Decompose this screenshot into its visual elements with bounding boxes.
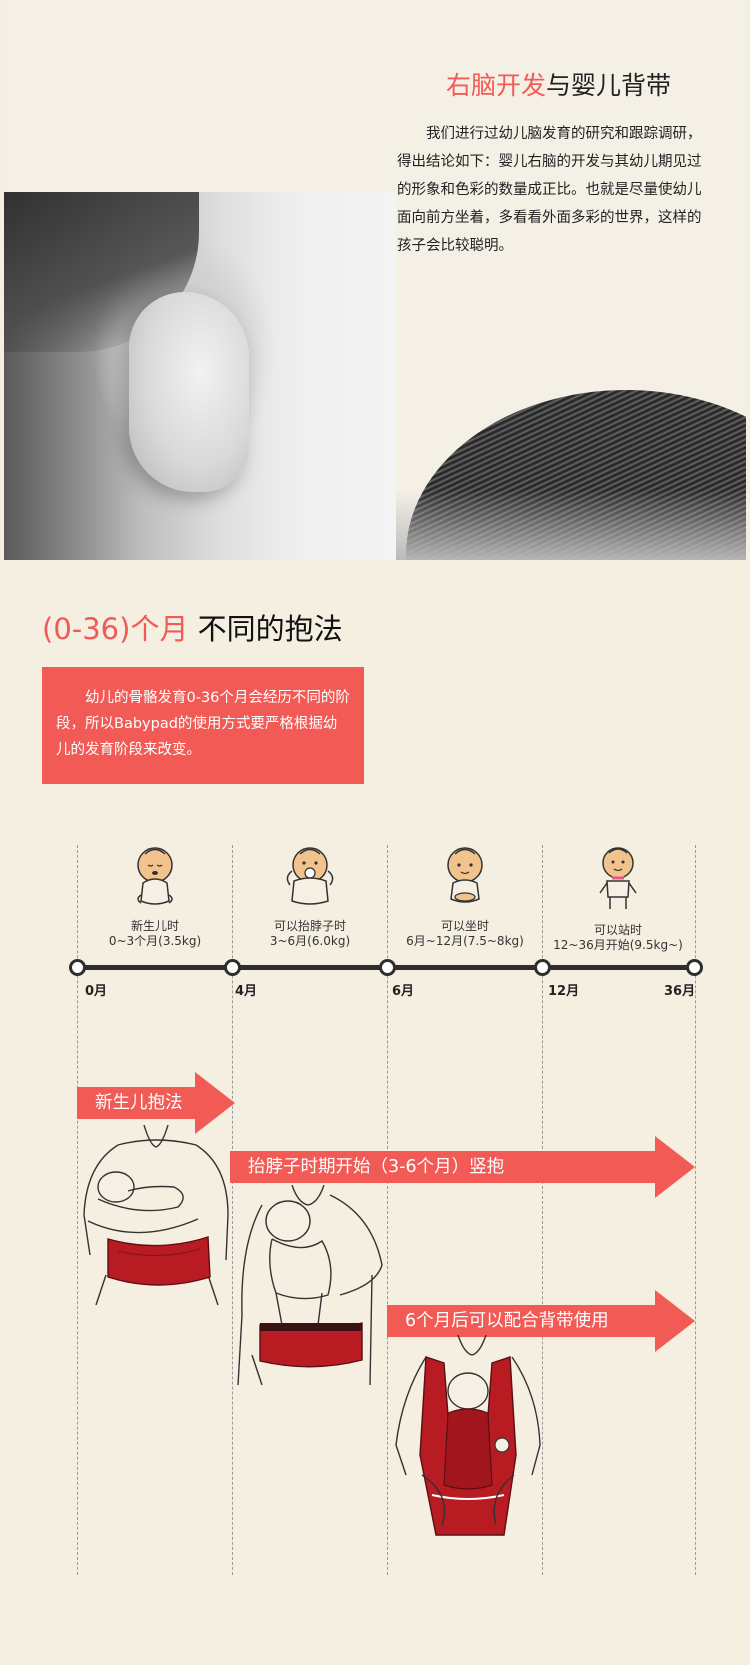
timeline-dot xyxy=(379,959,396,976)
arrow-newborn-hold: 新生儿抱法 xyxy=(77,1072,235,1134)
newborn-baby-icon xyxy=(137,847,173,905)
timeline-label: 4月 xyxy=(235,984,258,999)
timeline-divider xyxy=(77,845,78,1575)
timeline-dot xyxy=(69,959,86,976)
hero-description: 我们进行过幼儿脑发育的研究和跟踪调研，得出结论如下：婴儿右脑的开发与其幼儿期见过… xyxy=(397,126,702,254)
stage-sitting: 可以坐时 6月~12月(7.5~8kg) xyxy=(390,845,540,949)
section-title: (0-36)个月 不同的抱法 xyxy=(42,612,343,646)
standing-baby-icon xyxy=(599,847,637,909)
timeline-divider xyxy=(387,845,388,1575)
hero-section: 右脑开发与婴儿背带 我们进行过幼儿脑发育的研究和跟踪调研，得出结论如下：婴儿右脑… xyxy=(4,0,746,560)
carrier-use-illustration xyxy=(395,1335,541,1536)
baby-ear-photo xyxy=(4,192,396,560)
timeline-divider xyxy=(542,845,543,1575)
stage-newborn: 新生儿时 0~3个月(3.5kg) xyxy=(80,845,230,949)
timeline-dot xyxy=(534,959,551,976)
stage-neck-control: 可以抬脖子时 3~6月(6.0kg) xyxy=(235,845,385,949)
arrow-carrier-use: 6个月后可以配合背带使用 xyxy=(387,1290,695,1352)
timeline-divider xyxy=(232,845,233,1575)
baby-hair-photo xyxy=(396,380,746,560)
stage-standing: 可以站时 12~36月开始(9.5kg~) xyxy=(543,845,693,953)
timeline-dot xyxy=(224,959,241,976)
arrow-upright-hold: 抬脖子时期开始（3-6个月）竖抱 xyxy=(230,1136,695,1198)
timeline-divider xyxy=(695,845,696,1575)
info-box: 幼儿的骨骼发育0-36个月会经历不同的阶段，所以Babypad的使用方式要严格根… xyxy=(42,667,364,784)
upright-hold-illustration xyxy=(237,1185,383,1386)
newborn-hold-illustration xyxy=(83,1125,229,1306)
timeline-label: 36月 xyxy=(664,984,696,999)
timeline-label: 12月 xyxy=(548,984,580,999)
timeline-dot xyxy=(686,959,703,976)
pacifier-baby-icon xyxy=(286,847,334,905)
timeline-label: 6月 xyxy=(392,984,415,999)
sitting-baby-icon xyxy=(447,847,483,903)
hero-title: 右脑开发与婴儿背带 xyxy=(446,71,672,100)
timeline-label: 0月 xyxy=(85,984,108,999)
